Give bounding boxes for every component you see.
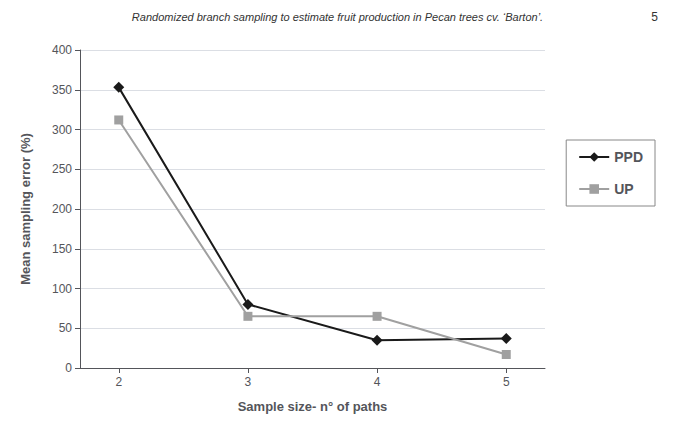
svg-text:Mean sampling error (%): Mean sampling error (%) — [18, 133, 33, 285]
svg-text:PPD: PPD — [614, 149, 643, 165]
svg-text:400: 400 — [52, 43, 72, 57]
svg-text:50: 50 — [59, 321, 73, 335]
svg-text:100: 100 — [52, 282, 72, 296]
svg-text:250: 250 — [52, 162, 72, 176]
svg-text:UP: UP — [614, 181, 633, 197]
svg-text:0: 0 — [65, 361, 72, 375]
svg-text:200: 200 — [52, 202, 72, 216]
svg-text:4: 4 — [374, 375, 381, 389]
svg-text:3: 3 — [245, 375, 252, 389]
svg-text:2: 2 — [115, 375, 122, 389]
svg-text:300: 300 — [52, 123, 72, 137]
svg-text:Sample size- n° of paths: Sample size- n° of paths — [238, 399, 388, 414]
svg-text:350: 350 — [52, 83, 72, 97]
svg-text:Randomized branch sampling to: Randomized branch sampling to estimate f… — [132, 11, 543, 23]
svg-text:5: 5 — [651, 10, 658, 24]
svg-text:150: 150 — [52, 242, 72, 256]
svg-text:5: 5 — [503, 375, 510, 389]
